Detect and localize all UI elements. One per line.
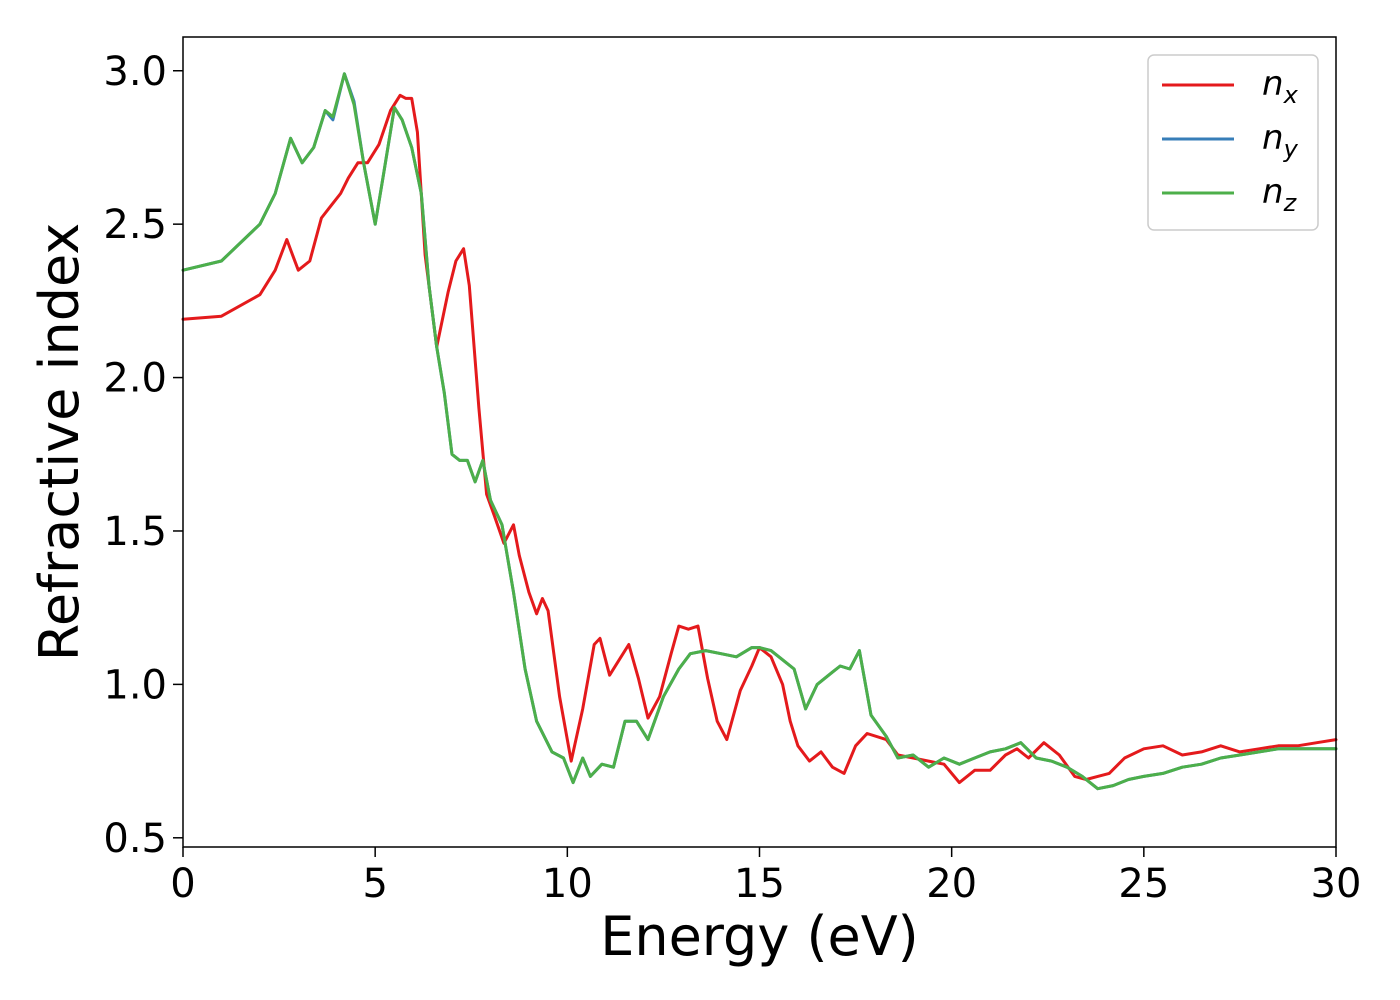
y-tick-label: 1.0 xyxy=(103,662,167,708)
legend-label-y: ny xyxy=(1262,118,1299,163)
x-tick-label: 25 xyxy=(1118,861,1169,907)
x-tick-label: 0 xyxy=(170,861,195,907)
x-ticks: 0 5 10 15 20 25 30 xyxy=(170,847,1361,907)
x-tick-label: 15 xyxy=(734,861,785,907)
y-tick-label: 2.0 xyxy=(103,356,167,402)
y-tick-label: 1.5 xyxy=(103,509,167,555)
legend-label-base: n xyxy=(1262,118,1284,158)
legend-box xyxy=(1147,54,1319,231)
series-line-z xyxy=(181,72,1338,791)
legend-label-base: n xyxy=(1262,64,1284,104)
legend-label-z: nz xyxy=(1262,172,1298,217)
legend-label-x: nx xyxy=(1262,64,1299,109)
x-tick-label: 5 xyxy=(362,861,387,907)
legend-label-base: n xyxy=(1262,172,1284,212)
x-axis-title: Energy (eV) xyxy=(600,905,919,968)
x-tick-label: 20 xyxy=(926,861,977,907)
y-axis-title: Refractive index xyxy=(28,223,91,662)
x-tick-label: 30 xyxy=(1311,861,1362,907)
y-ticks: 0.5 1.0 1.5 2.0 2.5 3.0 xyxy=(103,49,183,862)
y-tick-label: 2.5 xyxy=(103,202,167,248)
legend-label-subscript: y xyxy=(1283,135,1299,163)
legend-label-subscript: x xyxy=(1283,81,1299,109)
series-line-x xyxy=(181,93,1338,785)
y-tick-label: 3.0 xyxy=(103,49,167,95)
series-layer xyxy=(181,72,1338,791)
x-tick-label: 10 xyxy=(542,861,593,907)
y-tick-label: 0.5 xyxy=(103,816,167,862)
legend-label-subscript: z xyxy=(1283,189,1298,217)
